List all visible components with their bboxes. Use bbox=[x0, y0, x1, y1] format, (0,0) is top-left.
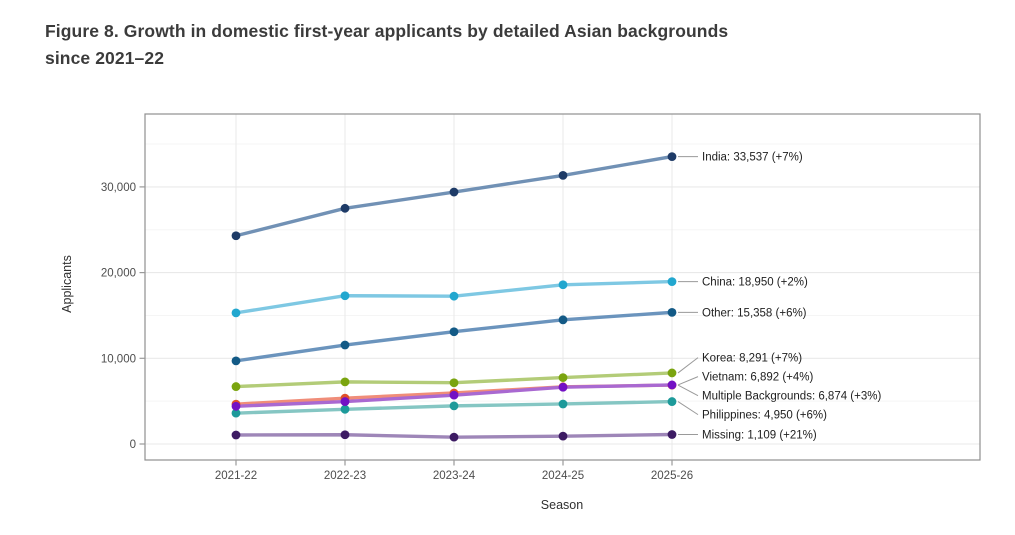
series-label-india: India: 33,537 (+7%) bbox=[702, 152, 803, 164]
data-point-vietnam bbox=[231, 401, 241, 411]
data-point-india bbox=[558, 170, 568, 180]
series-label-philippines: Philippines: 4,950 (+6%) bbox=[702, 410, 827, 422]
data-point-china bbox=[231, 308, 241, 318]
leader-line-korea bbox=[677, 357, 699, 374]
data-point-other bbox=[667, 307, 677, 317]
figure-title-line1: Figure 8. Growth in domestic first-year … bbox=[45, 21, 729, 41]
series-label-vietnam: Vietnam: 6,892 (+4%) bbox=[702, 372, 814, 384]
leader-line-philippines bbox=[677, 401, 699, 416]
y-tick-label: 20,000 bbox=[101, 268, 136, 280]
data-point-philippines bbox=[231, 408, 241, 418]
series-label-missing: Missing: 1,109 (+21%) bbox=[702, 429, 817, 441]
series-label-korea: Korea: 8,291 (+7%) bbox=[702, 353, 802, 365]
data-point-china bbox=[340, 291, 350, 301]
data-point-korea bbox=[231, 382, 241, 391]
data-point-missing bbox=[667, 430, 677, 439]
data-point-missing bbox=[340, 430, 350, 440]
leader-line-multiple-backgrounds bbox=[677, 384, 699, 397]
figure-title-line2: since 2021–22 bbox=[45, 48, 165, 68]
y-axis-title: Applicants bbox=[60, 255, 74, 313]
data-point-china bbox=[449, 291, 459, 301]
series-label-other: Other: 15,358 (+6%) bbox=[702, 307, 807, 319]
series-label-china: China: 18,950 (+2%) bbox=[702, 277, 808, 289]
data-point-china bbox=[558, 280, 568, 290]
data-point-vietnam bbox=[449, 390, 459, 400]
series-label-multiple-backgrounds: Multiple Backgrounds: 6,874 (+3%) bbox=[702, 391, 881, 403]
x-tick-label: 2025-26 bbox=[651, 470, 693, 482]
x-tick-label: 2021-22 bbox=[215, 470, 257, 482]
data-point-missing bbox=[231, 430, 241, 440]
y-tick-label: 10,000 bbox=[101, 353, 136, 365]
data-point-philippines bbox=[340, 404, 350, 414]
data-point-other bbox=[340, 340, 350, 350]
data-point-vietnam bbox=[558, 382, 568, 392]
data-point-india bbox=[667, 152, 677, 161]
data-point-china bbox=[667, 277, 677, 286]
x-tick-label: 2023-24 bbox=[433, 470, 476, 482]
figure-title: Figure 8. Growth in domestic first-year … bbox=[45, 18, 975, 72]
data-point-other bbox=[558, 315, 568, 325]
data-point-philippines bbox=[667, 397, 677, 406]
data-point-other bbox=[231, 356, 241, 366]
data-point-india bbox=[449, 187, 459, 197]
data-point-india bbox=[340, 203, 350, 213]
data-point-korea bbox=[449, 378, 459, 388]
data-point-vietnam bbox=[667, 380, 677, 390]
x-tick-label: 2022-23 bbox=[324, 470, 366, 482]
data-point-other bbox=[449, 327, 459, 337]
data-point-vietnam bbox=[340, 397, 350, 406]
data-point-philippines bbox=[449, 401, 459, 411]
data-point-korea bbox=[558, 373, 568, 382]
data-point-korea bbox=[340, 377, 350, 387]
data-point-india bbox=[231, 231, 241, 241]
data-point-philippines bbox=[558, 399, 568, 409]
data-point-missing bbox=[449, 432, 459, 442]
y-tick-label: 0 bbox=[130, 439, 136, 451]
leader-line-vietnam bbox=[677, 376, 699, 386]
y-tick-label: 30,000 bbox=[101, 182, 136, 194]
x-axis-title: Season bbox=[540, 498, 584, 512]
data-point-korea bbox=[667, 368, 677, 378]
data-point-missing bbox=[558, 431, 568, 441]
x-tick-label: 2024-25 bbox=[542, 470, 584, 482]
